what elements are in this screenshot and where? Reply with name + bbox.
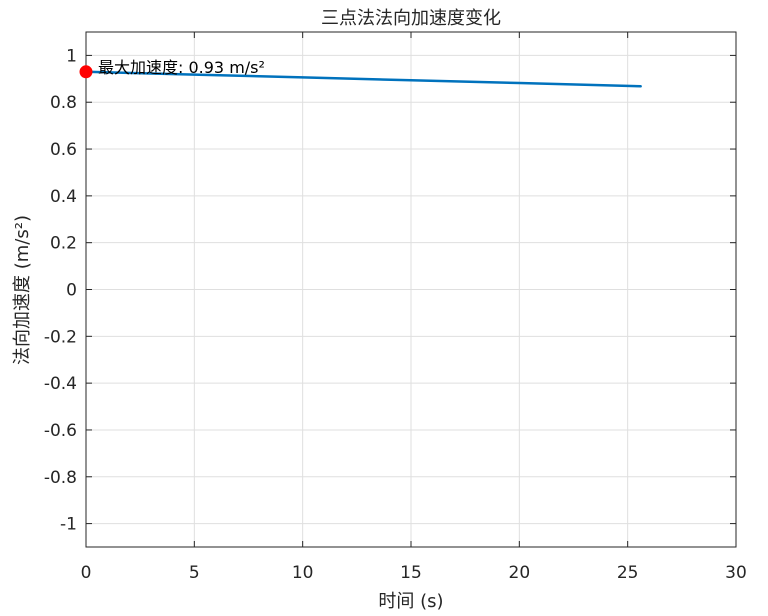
series-layer (84, 70, 642, 88)
y-tick-label: -0.4 (44, 374, 77, 394)
marker-layer (79, 65, 93, 79)
y-tick-label: -0.8 (44, 468, 77, 488)
y-tick-label: 0.4 (50, 187, 77, 207)
x-tick-label: 20 (509, 563, 531, 583)
y-tick-label: -1 (60, 515, 77, 535)
y-tick-label: 1 (66, 46, 77, 66)
tick-layer: 0 5 10 15 20 25 30 -1 -0.8 -0.6 -0.4 -0.2 0 0.2 0.4 0.6… (44, 32, 747, 583)
series-line (84, 70, 642, 88)
max-accel-annotation: 最大加速度: 0.93 m/s² (98, 58, 265, 77)
x-tick-label: 0 (81, 563, 92, 583)
y-tick-label: 0.6 (50, 140, 77, 160)
x-tick-label: 30 (725, 563, 747, 583)
chart-title: 三点法法向加速度变化 (321, 8, 501, 29)
y-tick-label: 0.8 (50, 93, 77, 113)
y-tick-label: -0.6 (44, 421, 77, 441)
y-tick-label: -0.2 (44, 327, 77, 347)
x-tick-label: 5 (189, 563, 200, 583)
y-tick-label: 0.2 (50, 234, 77, 254)
x-tick-label: 25 (617, 563, 639, 583)
x-axis-label: 时间 (s) (378, 591, 443, 612)
x-tick-label: 15 (400, 563, 422, 583)
y-axis-label: 法向加速度 (m/s²) (12, 215, 33, 365)
max-point-marker (79, 65, 93, 79)
grid-layer (85, 32, 737, 547)
x-tick-label: 10 (292, 563, 314, 583)
y-tick-label: 0 (66, 281, 77, 301)
